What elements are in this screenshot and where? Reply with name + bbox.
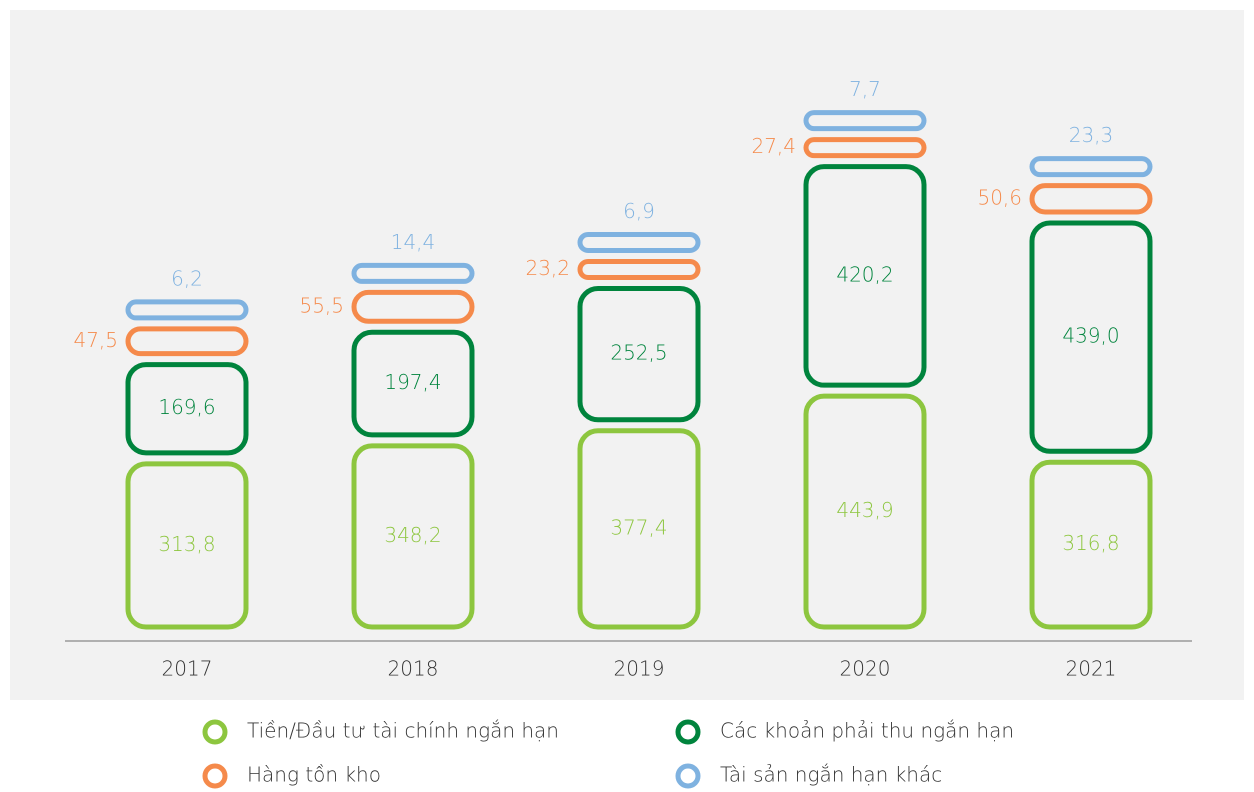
data-label: 47,5 [73, 328, 118, 352]
bar-segment [1029, 183, 1153, 215]
bar-segment [351, 329, 475, 438]
bar-segment [125, 326, 249, 357]
bar-segment [125, 461, 249, 630]
bar-segment [125, 362, 249, 456]
bar-segment [577, 258, 701, 280]
data-label: 348,2 [384, 523, 441, 547]
bar-segment [125, 299, 249, 321]
legend-swatch [675, 719, 701, 745]
data-label: 6,2 [171, 266, 203, 290]
data-label: 23,2 [525, 256, 570, 280]
bar-segment [1029, 459, 1153, 630]
data-label: 50,6 [977, 185, 1022, 209]
data-label: 443,9 [836, 498, 893, 522]
data-label: 197,4 [384, 370, 441, 394]
data-label: 7,7 [849, 77, 881, 101]
x-tick-label: 2017 [162, 657, 213, 681]
data-label: 6,9 [623, 199, 655, 223]
legend-label: Các khoản phải thu ngắn hạn [720, 719, 1014, 743]
legend-label: Tiền/Đầu tư tài chính ngắn hạn [247, 719, 559, 743]
data-label: 313,8 [158, 532, 215, 556]
legend-swatch [202, 763, 228, 789]
bar-segment [577, 231, 701, 253]
bar-segment [577, 285, 701, 423]
data-label: 420,2 [836, 262, 893, 286]
legend-swatch [202, 719, 228, 745]
data-label: 316,8 [1062, 531, 1119, 555]
bar-segment [803, 110, 927, 132]
data-label: 27,4 [751, 134, 796, 158]
bar-segment [803, 164, 927, 388]
bar-segment [351, 289, 475, 324]
bar-segment [803, 393, 927, 630]
x-tick-label: 2020 [840, 657, 891, 681]
data-label: 55,5 [299, 293, 344, 317]
data-label: 169,6 [158, 395, 215, 419]
legend-label: Tài sản ngắn hạn khác [720, 763, 942, 787]
bar-segment [351, 443, 475, 630]
bar-segment [1029, 156, 1153, 178]
bar-segment [577, 428, 701, 630]
legend-label: Hàng tồn kho [247, 763, 381, 787]
legend-swatch [675, 763, 701, 789]
x-tick-label: 2019 [614, 657, 665, 681]
data-label: 14,4 [391, 230, 436, 254]
x-tick-label: 2018 [388, 657, 439, 681]
x-tick-label: 2021 [1066, 657, 1117, 681]
bar-segment [351, 262, 475, 284]
bar-segment [1029, 220, 1153, 454]
data-label: 439,0 [1062, 324, 1119, 348]
data-label: 23,3 [1069, 123, 1114, 147]
bar-segment [803, 137, 927, 159]
data-label: 252,5 [610, 341, 667, 365]
data-label: 377,4 [610, 515, 667, 539]
